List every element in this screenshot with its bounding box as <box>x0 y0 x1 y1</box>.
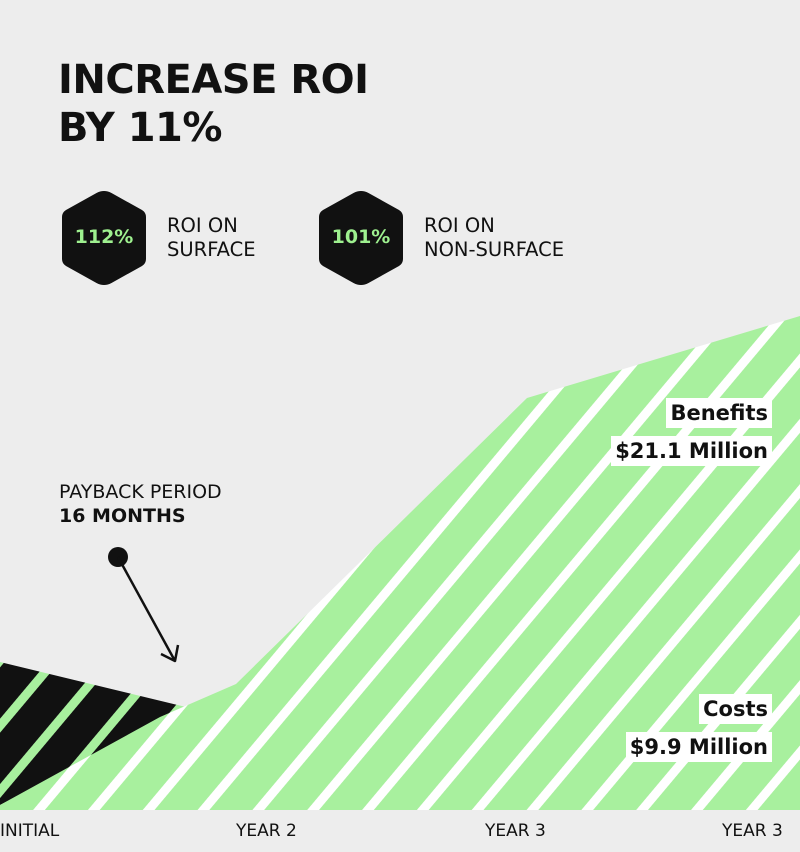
title-line-2: BY 11% <box>58 105 222 151</box>
payback-value: 16 MONTHS <box>59 505 186 527</box>
roi-surface-value: 112% <box>74 226 134 248</box>
hexagon-badge: 112% <box>59 188 149 288</box>
hexagon-icon <box>319 191 403 285</box>
payback-arrow-line <box>116 556 177 662</box>
x-axis: INITIAL YEAR 2 YEAR 3 YEAR 3 <box>0 818 800 848</box>
payback-pointer <box>108 547 180 663</box>
hexagon-icon <box>62 191 146 285</box>
roi-non-surface-value: 101% <box>331 226 391 248</box>
x-tick-label: YEAR 2 <box>236 821 297 841</box>
roi-surface-label-line-1: ROI ON <box>167 214 238 237</box>
costs-label: Costs $9.9 Million <box>625 694 772 770</box>
benefits-label-value: $21.1 Million <box>611 436 772 466</box>
roi-non-surface-label: ROI ON NON-SURFACE <box>424 214 564 262</box>
payback-arrow-head <box>160 644 180 663</box>
costs-area <box>0 662 190 805</box>
payback-annotation: PAYBACK PERIOD 16 MONTHS <box>59 480 222 528</box>
roi-surface-label: ROI ON SURFACE <box>167 214 256 262</box>
roi-non-surface-label-line-2: NON-SURFACE <box>424 238 565 261</box>
x-tick-label: YEAR 3 <box>722 821 783 841</box>
page-title: INCREASE ROI BY 11% <box>58 56 369 152</box>
stat-roi-surface: 112% ROI ON SURFACE <box>59 188 256 288</box>
x-tick-label: YEAR 3 <box>485 821 546 841</box>
payback-label: PAYBACK PERIOD <box>59 481 222 503</box>
x-tick-label: INITIAL <box>0 821 60 841</box>
costs-label-value: $9.9 Million <box>625 732 772 762</box>
title-line-1: INCREASE ROI <box>58 57 369 103</box>
benefits-label: Benefits $21.1 Million <box>611 398 772 474</box>
costs-label-name: Costs <box>699 694 772 724</box>
benefits-area <box>0 316 800 810</box>
roi-surface-label-line-2: SURFACE <box>167 238 256 261</box>
hexagon-badge: 101% <box>316 188 406 288</box>
stat-roi-non-surface: 101% ROI ON NON-SURFACE <box>316 188 564 288</box>
benefits-label-name: Benefits <box>666 398 772 428</box>
roi-non-surface-label-line-1: ROI ON <box>424 214 495 237</box>
